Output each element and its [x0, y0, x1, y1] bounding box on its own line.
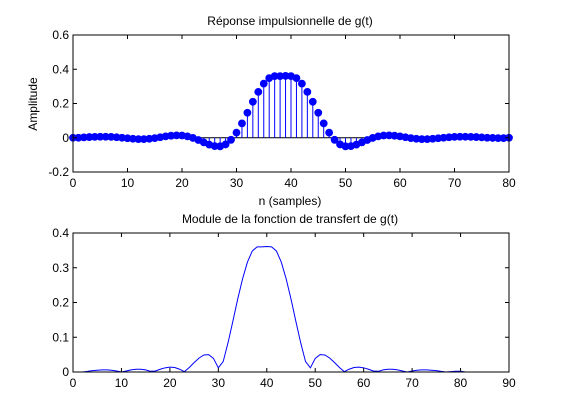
impulse-response-point [308, 97, 317, 106]
impulse-response-point [303, 87, 312, 96]
p2-xtick-label: 10 [115, 376, 129, 390]
impulse-response-point [330, 135, 339, 144]
impulse-response-point [254, 87, 263, 96]
impulse-response-point [292, 74, 301, 83]
impulse-response-point [227, 135, 235, 144]
p1-xtick-label: 10 [121, 176, 135, 190]
p2-ytick-label: 0.3 [52, 261, 69, 275]
impulse-response-point [243, 108, 252, 117]
p1-ytick-label: 0.4 [52, 62, 69, 76]
p1-xtick-label: 0 [70, 176, 77, 190]
p2-xtick-label: 90 [502, 376, 516, 390]
p2-ytick-label: 0.1 [52, 330, 69, 344]
impulse-response-point [325, 128, 334, 137]
transfer-function-plot: Module de la fonction de transfert de g(… [52, 212, 516, 390]
p2-xtick-label: 80 [454, 376, 468, 390]
impulse-response-point [248, 97, 257, 106]
impulse-response-ylabel: Amplitude [26, 77, 40, 131]
p1-ytick-label: 0 [62, 131, 69, 145]
p2-xtick-label: 70 [405, 376, 419, 390]
p1-xtick-label: 40 [284, 176, 298, 190]
impulse-response-point [238, 119, 246, 128]
impulse-response-point [319, 119, 328, 128]
transfer-function-ticks: 0 10 20 30 40 50 60 70 80 90 0 0.1 0.2 0.3 0.4 [52, 226, 516, 390]
p2-ytick-label: 0.4 [52, 226, 69, 240]
impulse-response-ticks: 0 10 20 30 40 50 60 70 80-0.200.20.40.6 [48, 28, 516, 190]
p1-ytick-label: 0.2 [52, 97, 69, 111]
p2-xtick-label: 40 [260, 376, 274, 390]
p1-ytick-label: 0.6 [52, 28, 69, 42]
p1-xtick-label: 50 [339, 176, 353, 190]
p1-xtick-label: 30 [230, 176, 244, 190]
p1-xtick-label: 80 [502, 176, 516, 190]
impulse-response-xlabel: n (samples) [259, 194, 322, 208]
impulse-response-point [221, 140, 230, 149]
impulse-response-point [259, 79, 268, 88]
p2-xtick-label: 20 [163, 376, 177, 390]
transfer-function-marks [77, 246, 466, 373]
p1-xtick-label: 60 [393, 176, 407, 190]
p2-ytick-label: 0.2 [52, 296, 69, 310]
transfer-function-line [77, 246, 466, 373]
p2-xtick-label: 30 [212, 376, 226, 390]
impulse-response-point [232, 128, 241, 137]
p2-xtick-label: 60 [357, 376, 371, 390]
p2-xtick-label: 0 [70, 376, 77, 390]
impulse-response-point [314, 108, 323, 117]
impulse-response-point [298, 79, 306, 88]
impulse-response-marks [69, 72, 513, 151]
impulse-response-plot: Réponse impulsionnelle de g(t) n (sample… [26, 14, 516, 208]
p1-xtick-label: 70 [448, 176, 462, 190]
transfer-function-title: Module de la fonction de transfert de g(… [182, 212, 398, 226]
p1-ytick-label: -0.2 [48, 165, 69, 179]
p2-ytick-label: 0 [62, 365, 69, 379]
p2-xtick-label: 50 [309, 376, 323, 390]
p1-xtick-label: 20 [175, 176, 189, 190]
impulse-response-title: Réponse impulsionnelle de g(t) [207, 14, 372, 28]
